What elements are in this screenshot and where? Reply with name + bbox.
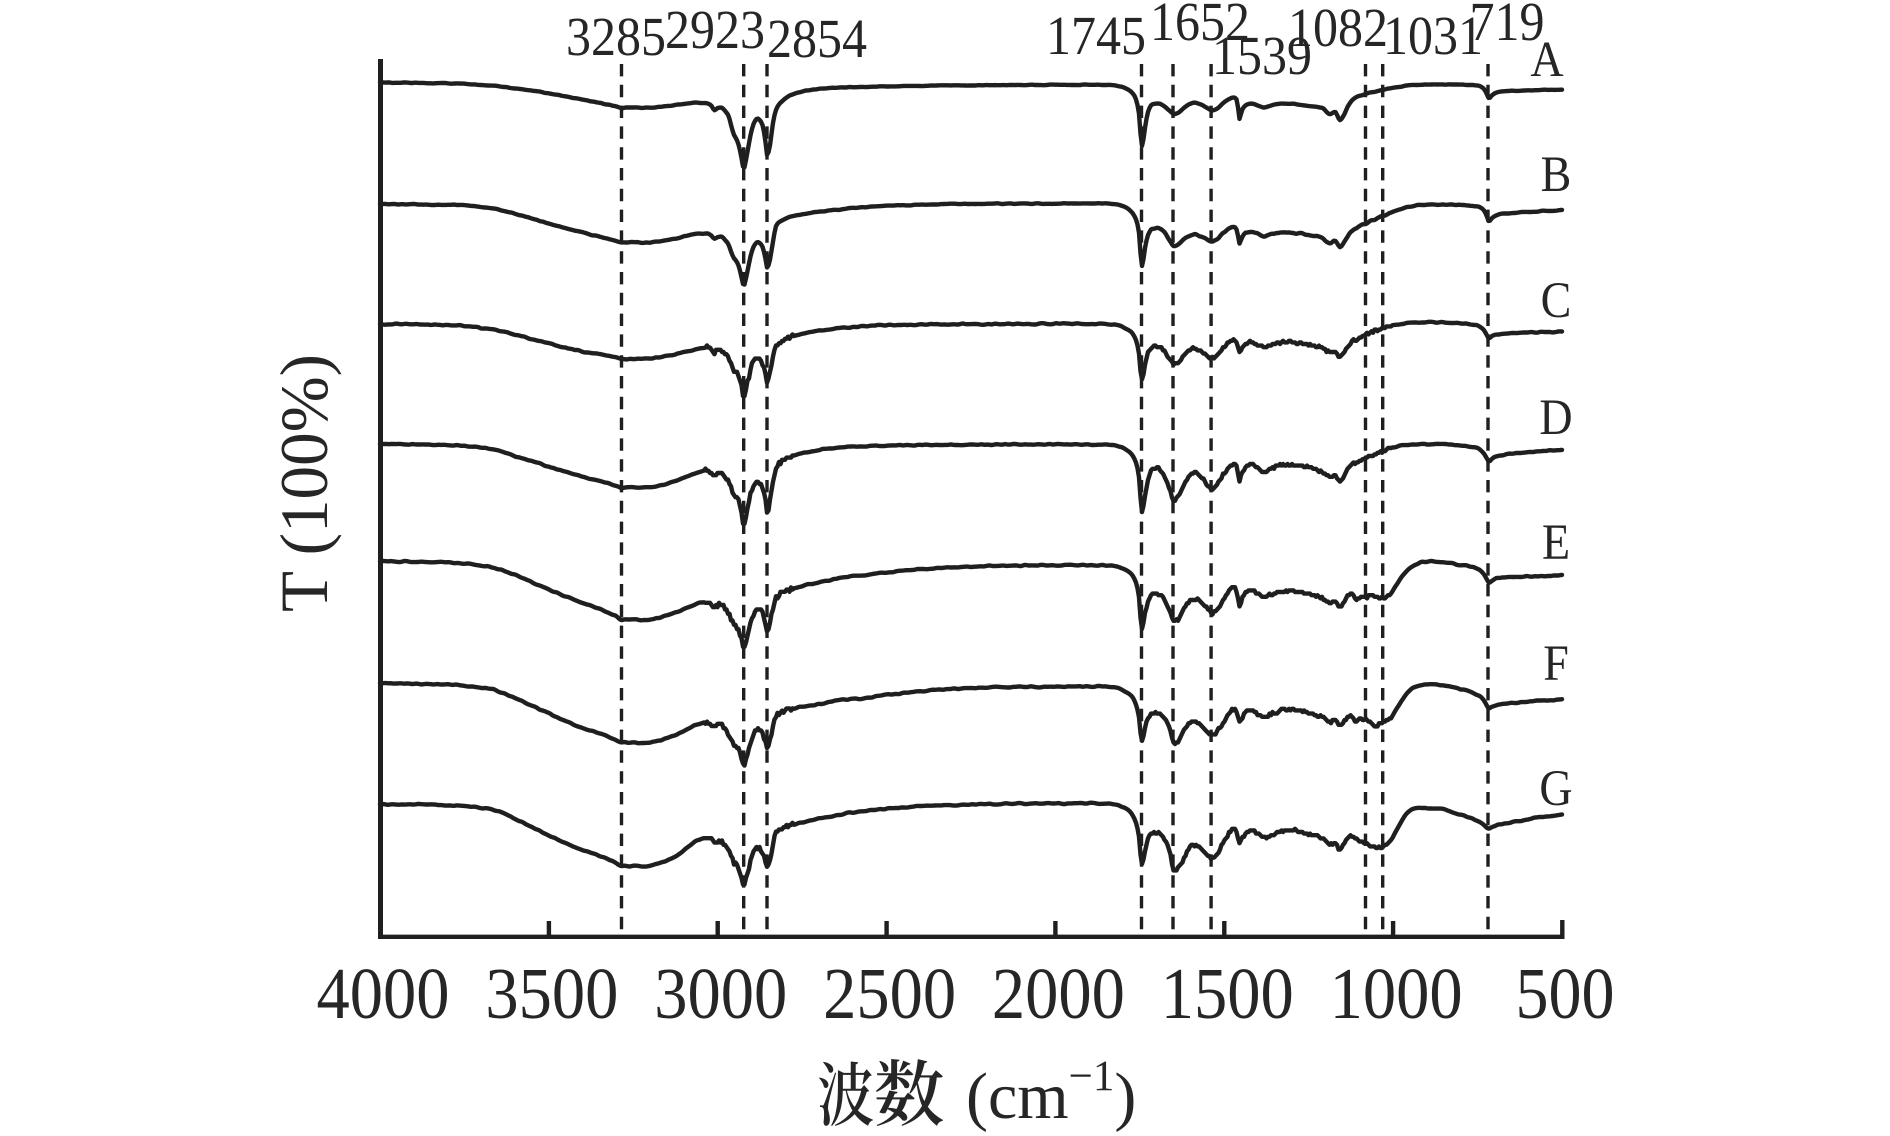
svg-text:E: E	[1542, 515, 1570, 570]
svg-text:719: 719	[1470, 0, 1545, 53]
svg-text:D: D	[1539, 390, 1572, 445]
svg-text:1652: 1652	[1150, 0, 1250, 53]
svg-text:F: F	[1543, 636, 1569, 691]
svg-text:G: G	[1539, 761, 1572, 816]
svg-text:3500: 3500	[485, 954, 618, 1035]
svg-text:2923: 2923	[665, 0, 765, 61]
svg-text:T (100%): T (100%)	[266, 354, 342, 612]
svg-text:1000: 1000	[1330, 954, 1463, 1035]
svg-text:2500: 2500	[823, 954, 956, 1035]
svg-text:C: C	[1541, 273, 1572, 328]
svg-text:1082: 1082	[1288, 0, 1388, 59]
svg-text:1500: 1500	[1161, 954, 1294, 1035]
svg-text:4000: 4000	[317, 954, 450, 1035]
svg-text:3000: 3000	[654, 954, 787, 1035]
svg-text:1539: 1539	[1212, 26, 1312, 87]
svg-text:2854: 2854	[767, 9, 867, 70]
svg-text:3285: 3285	[566, 7, 666, 68]
svg-text:500: 500	[1516, 954, 1615, 1035]
svg-text:1031: 1031	[1383, 6, 1483, 67]
svg-text:A: A	[1530, 32, 1563, 87]
svg-text:B: B	[1541, 147, 1572, 202]
svg-text:1745: 1745	[1046, 6, 1146, 67]
svg-text:2000: 2000	[992, 954, 1125, 1035]
